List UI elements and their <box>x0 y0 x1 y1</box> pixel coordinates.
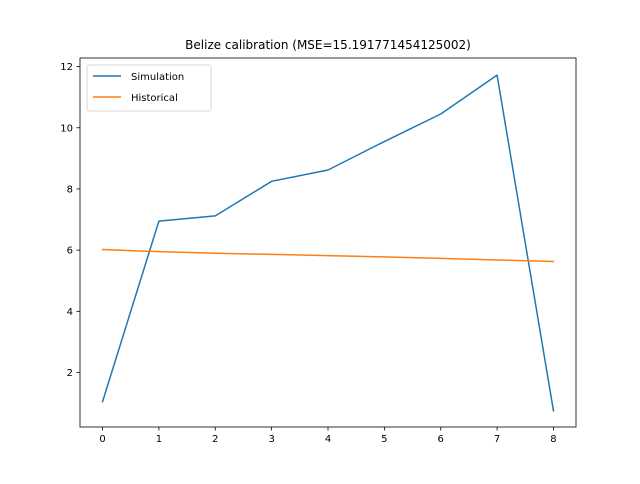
legend-label-historical: Historical <box>131 93 178 104</box>
y-tick-label: 6 <box>67 246 73 257</box>
legend-label-simulation: Simulation <box>131 72 184 83</box>
x-tick-label: 1 <box>156 434 162 445</box>
x-tick-label: 5 <box>381 434 387 445</box>
x-tick-label: 8 <box>550 434 556 445</box>
y-tick-label: 12 <box>60 62 73 73</box>
x-tick-label: 2 <box>212 434 218 445</box>
y-tick-label: 8 <box>67 185 73 196</box>
chart-title: Belize calibration (MSE=15.1917714541250… <box>185 38 471 52</box>
x-tick-label: 0 <box>99 434 105 445</box>
x-tick-label: 4 <box>325 434 331 445</box>
plot-area <box>101 74 555 412</box>
series-line-simulation <box>101 74 555 412</box>
y-tick-label: 2 <box>67 368 73 379</box>
x-tick-label: 6 <box>438 434 444 445</box>
series-line-historical <box>101 248 555 263</box>
y-tick-label: 10 <box>60 123 73 134</box>
x-tick-label: 3 <box>268 434 274 445</box>
x-tick-label: 7 <box>494 434 500 445</box>
axes-frame <box>79 57 577 428</box>
legend: Simulation Historical <box>86 64 212 112</box>
y-tick-label: 4 <box>67 307 73 318</box>
